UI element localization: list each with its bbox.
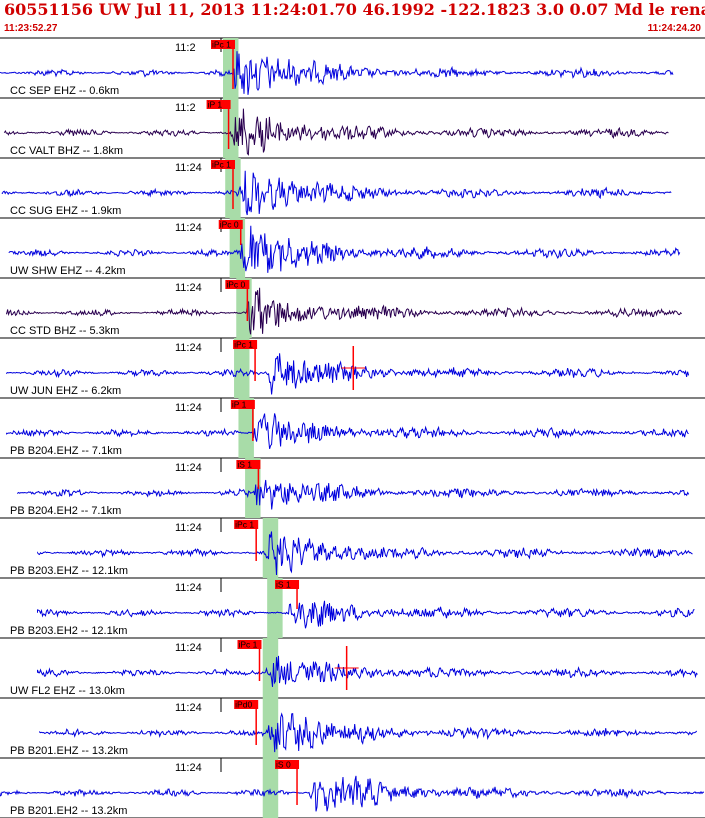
time-tick-label: 11:2 xyxy=(175,42,196,54)
waveform-trace xyxy=(37,655,698,687)
pick-window xyxy=(262,758,279,818)
waveform-trace xyxy=(6,353,690,395)
pick-flag[interactable] xyxy=(211,160,236,169)
time-tick-label: 11:24 xyxy=(175,402,202,414)
pick-flag[interactable] xyxy=(275,580,300,589)
pick-flag[interactable] xyxy=(230,400,255,409)
station-label: PB B203.EH2 -- 12.1km xyxy=(10,625,127,637)
pick-window xyxy=(262,698,279,758)
pick-flag[interactable] xyxy=(225,280,250,289)
station-label: UW SHW EHZ -- 4.2km xyxy=(10,265,126,277)
pick-flag[interactable] xyxy=(233,340,258,349)
pick-window xyxy=(262,518,279,578)
pick-flag[interactable] xyxy=(206,100,231,109)
time-tick-label: 11:24 xyxy=(175,702,202,714)
waveform-trace xyxy=(0,51,674,95)
station-label: CC SUG EHZ -- 1.9km xyxy=(10,205,121,217)
time-tick-label: 11:24 xyxy=(175,582,202,594)
pick-flag[interactable] xyxy=(236,460,261,469)
pick-label: iP 1 xyxy=(232,400,247,410)
pick-flag[interactable] xyxy=(234,520,259,529)
station-label: PB B201.EHZ -- 13.2km xyxy=(10,745,128,757)
pick-label: iPc 1 xyxy=(235,520,254,530)
waveform-trace xyxy=(3,108,669,156)
waveform-trace xyxy=(6,287,682,335)
pick-label: iS 1 xyxy=(276,580,291,590)
pick-window xyxy=(267,578,283,638)
pick-label: iPc 1 xyxy=(238,640,257,650)
waveform-trace xyxy=(37,600,695,629)
station-label: PB B203.EHZ -- 12.1km xyxy=(10,565,128,577)
station-label: PB B201.EH2 -- 13.2km xyxy=(10,805,127,817)
pick-label: iP 1 xyxy=(208,100,223,110)
pick-flag[interactable] xyxy=(234,700,259,709)
station-label: CC SEP EHZ -- 0.6km xyxy=(10,85,119,97)
pick-label: iS 0 xyxy=(276,760,291,770)
start-time-label: 11:23:52.27 xyxy=(4,23,58,34)
pick-flag[interactable] xyxy=(218,220,243,229)
station-label: CC VALT BHZ -- 1.8km xyxy=(10,145,123,157)
time-tick-label: 11:24 xyxy=(175,222,202,234)
station-label: PB B204.EH2 -- 7.1km xyxy=(10,505,121,517)
time-tick-label: 11:24 xyxy=(175,282,202,294)
station-label: PB B204.EHZ -- 7.1km xyxy=(10,445,122,457)
pick-flag[interactable] xyxy=(237,640,262,649)
pick-flag[interactable] xyxy=(275,760,300,769)
station-label: UW JUN EHZ -- 6.2km xyxy=(10,385,121,397)
pick-label: iPc 0 xyxy=(226,280,245,290)
waveform-trace xyxy=(1,170,672,216)
time-tick-label: 11:24 xyxy=(175,162,202,174)
pick-window xyxy=(238,398,254,458)
station-label: CC STD BHZ -- 5.3km xyxy=(10,325,119,337)
pick-label: iPc 1 xyxy=(212,40,231,50)
time-tick-label: 11:24 xyxy=(175,642,202,654)
waveform-trace xyxy=(6,413,689,449)
pick-label: iPc 1 xyxy=(212,160,231,170)
time-tick-label: 11:24 xyxy=(175,342,202,354)
waveform-trace xyxy=(0,775,705,812)
pick-window xyxy=(234,338,250,398)
waveform-trace xyxy=(17,479,690,510)
time-tick-label: 11:24 xyxy=(175,762,202,774)
pick-label: iS 1 xyxy=(237,460,252,470)
time-tick-label: 11:2 xyxy=(175,102,196,114)
pick-flag[interactable] xyxy=(211,40,236,49)
event-header-title: 60551156 UW Jul 11, 2013 11:24:01.70 46.… xyxy=(4,0,705,19)
time-tick-label: 11:24 xyxy=(175,522,202,534)
pick-label: iPc 1 xyxy=(234,340,253,350)
end-time-label: 11:24:24.20 xyxy=(647,23,701,34)
pick-label: iPd0 xyxy=(235,700,252,710)
waveform-trace xyxy=(39,712,698,753)
pick-label: iPc 0 xyxy=(220,220,239,230)
waveform-trace xyxy=(8,225,681,273)
station-label: UW FL2 EHZ -- 13.0km xyxy=(10,685,125,697)
waveform-trace xyxy=(37,531,693,576)
time-tick-label: 11:24 xyxy=(175,462,202,474)
